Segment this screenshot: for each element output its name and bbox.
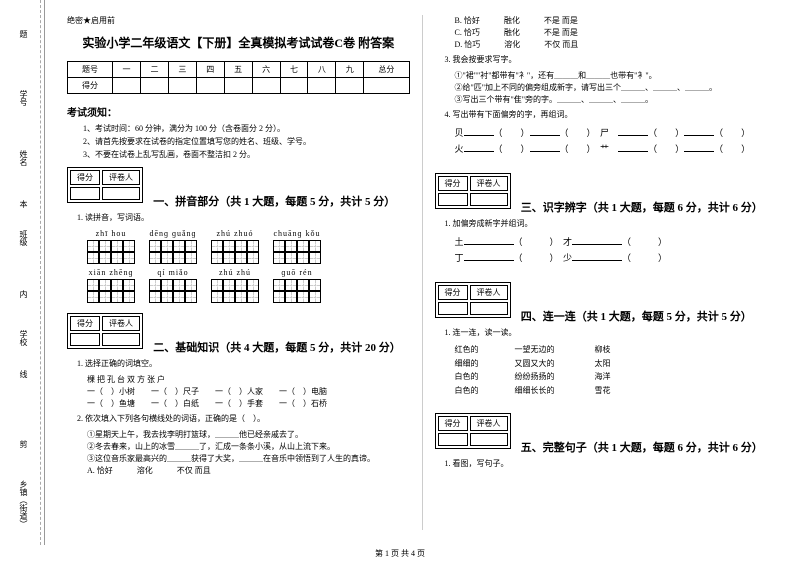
question-3-1: 1. 加偏旁成新字并组词。 — [445, 218, 779, 231]
score-header: 九 — [336, 62, 364, 78]
match-row: 白色的细细长长的雪花 — [455, 384, 779, 398]
question-2-4: 4. 写出带有下面偏旁的字，再组词。 — [445, 109, 779, 122]
question-1-1: 1. 读拼音，写词语。 — [77, 212, 410, 225]
score-header: 总分 — [364, 62, 409, 78]
fill-line: 一（ ）小树 一（ ）尺子 一（ ）人家 一（ ）电脑 — [87, 386, 410, 398]
spine-label: 姓名 — [18, 150, 29, 166]
score-header: 四 — [196, 62, 224, 78]
secret-label: 绝密★启用前 — [67, 15, 410, 26]
char-row: 贝（ ）（ ） 尸 （ ）（ ） — [455, 125, 779, 141]
spine-label: 内 — [18, 290, 29, 298]
spine-label: 剪 — [18, 440, 29, 448]
notice-item: 2、请首先按要求在试卷的指定位置填写您的姓名、班级、学号。 — [83, 136, 410, 149]
score-header: 题号 — [68, 62, 113, 78]
option-c: C. 恰巧 融化 不是 而是 — [455, 27, 779, 39]
match-row: 白色的纷纷扬扬的海洋 — [455, 370, 779, 384]
eval-box: 得分评卷人 — [67, 167, 143, 203]
section-2-title: 二、基础知识（共 4 大题，每题 5 分，共计 20 分） — [153, 339, 401, 355]
question-5-1: 1. 看图，写句子。 — [445, 458, 779, 471]
option-d: D. 恰巧 溶化 不仅 而且 — [455, 39, 779, 51]
page-footer: 第 1 页 共 4 页 — [0, 548, 800, 559]
line: ①"裙""衬"都带有"衤"，还有＿＿＿和＿＿＿也带有"衤"。 — [455, 70, 779, 82]
right-column: B. 恰好 融化 不是 而是 C. 恰巧 融化 不是 而是 D. 恰巧 溶化 不… — [423, 15, 791, 530]
question-2-2: 2. 依次填入下列各句横线处的词语，正确的是（ ）。 — [77, 413, 410, 426]
section-1-title: 一、拼音部分（共 1 大题，每题 5 分，共计 5 分） — [153, 193, 395, 209]
section-4-title: 四、连一连（共 1 大题，每题 5 分，共计 5 分） — [521, 308, 752, 324]
score-row-label: 得分 — [68, 78, 113, 94]
eval-box: 得分评卷人 — [435, 282, 511, 318]
spine-label: 线 — [18, 370, 29, 378]
question-2-1: 1. 选择正确的词填空。 — [77, 358, 410, 371]
spine-label: 学号 — [18, 90, 29, 106]
spine-label: 乡镇（街道） — [18, 480, 29, 528]
line: ③写出三个带有"隹"旁的字。＿＿＿、＿＿＿、＿＿＿。 — [455, 94, 779, 106]
score-table: 题号 一 二 三 四 五 六 七 八 九 总分 得分 — [67, 61, 410, 94]
score-header: 二 — [141, 62, 169, 78]
exam-title: 实验小学二年级语文【下册】全真模拟考试试卷C卷 附答案 — [67, 34, 410, 51]
option-a: A. 恰好 溶化 不仅 而且 — [87, 465, 410, 477]
eval-box: 得分评卷人 — [67, 313, 143, 349]
spine-label: 本 — [18, 200, 29, 208]
fill-line: 一（ ）鱼塘 一（ ）白纸 一（ ）手套 一（ ）石桥 — [87, 398, 410, 410]
notice-heading: 考试须知： — [67, 104, 410, 119]
char-row: 火（ ）（ ） 艹 （ ）（ ） — [455, 141, 779, 157]
left-column: 绝密★启用前 实验小学二年级语文【下册】全真模拟考试试卷C卷 附答案 题号 一 … — [55, 15, 423, 530]
char-row: 丁（ ） 少（ ） — [455, 250, 779, 266]
score-header: 七 — [280, 62, 308, 78]
section-5-title: 五、完整句子（共 1 大题，每题 6 分，共计 6 分） — [521, 439, 763, 455]
question-4-1: 1. 连一连，读一读。 — [445, 327, 779, 340]
word-bank: 棵 把 孔 台 双 方 张 户 — [87, 374, 410, 386]
sentence: ③这位音乐家最高兴的＿＿＿获得了大奖，＿＿＿在音乐中领悟到了人生的真谛。 — [87, 453, 410, 465]
match-row: 细细的又圆又大的太阳 — [455, 357, 779, 371]
question-2-3: 3. 我会按要求写字。 — [445, 54, 779, 67]
eval-box: 得分评卷人 — [435, 173, 511, 209]
spine-label: 题 — [18, 30, 29, 38]
spine-label: 班级 — [18, 230, 29, 246]
pinyin-row-1: zhī hou dēnɡ ɡuǎnɡ zhú zhuó chuānɡ kǒu — [87, 229, 410, 264]
line: ②给"匹"加上不同的偏旁组成新字，请写出三个＿＿＿、＿＿＿、＿＿＿。 — [455, 82, 779, 94]
char-row: 土（ ） 才（ ） — [455, 234, 779, 250]
score-header: 三 — [168, 62, 196, 78]
spine-label: 学校 — [18, 330, 29, 346]
option-b: B. 恰好 融化 不是 而是 — [455, 15, 779, 27]
binding-spine: 乡镇（街道） 剪 线 学校 内 班级 本 姓名 学号 题 — [0, 0, 45, 545]
pinyin-row-2: xiān zhēnɡ qí miǎo zhú zhú ɡuō rén — [87, 268, 410, 303]
sentence: ①星期天上午，我去找李明打篮球，＿＿＿他已经亲戚去了。 — [87, 429, 410, 441]
score-header: 六 — [252, 62, 280, 78]
notice-item: 3、不要在试卷上乱写乱画，卷面不整洁扣 2 分。 — [83, 149, 410, 162]
score-header: 一 — [113, 62, 141, 78]
notice-item: 1、考试时间：60 分钟，满分为 100 分（含卷面分 2 分）。 — [83, 123, 410, 136]
section-3-title: 三、识字辨字（共 1 大题，每题 6 分，共计 6 分） — [521, 199, 763, 215]
score-header: 八 — [308, 62, 336, 78]
eval-box: 得分评卷人 — [435, 413, 511, 449]
sentence: ②冬去春来，山上的冰雪＿＿＿了，汇成一条条小溪，从山上流下来。 — [87, 441, 410, 453]
score-header: 五 — [224, 62, 252, 78]
match-row: 红色的一望无边的柳枝 — [455, 343, 779, 357]
